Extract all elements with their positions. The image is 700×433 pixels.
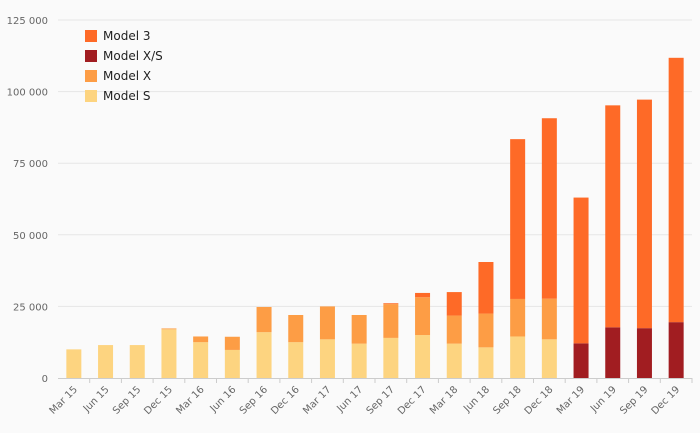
bar-segment — [446, 315, 462, 344]
bar-segment — [636, 99, 652, 329]
bar-segment — [224, 349, 240, 378]
legend: Model 3 Model X/S Model X Model S — [85, 29, 163, 103]
y-tick-label: 100 000 — [7, 88, 48, 99]
bar-segment — [351, 343, 367, 378]
bar-segment — [98, 345, 114, 378]
bar-segment — [415, 335, 431, 378]
legend-swatch — [85, 90, 97, 102]
bar-segment — [256, 332, 272, 378]
y-tick-label: 75 000 — [13, 159, 48, 170]
bar-segment — [541, 298, 557, 340]
bar-segment — [478, 347, 494, 378]
bar-segment — [224, 336, 240, 350]
bar-segment — [288, 314, 304, 343]
bar-segment — [605, 327, 621, 378]
x-tick-label: Sep 18 — [491, 384, 523, 416]
x-tick-label: Dec 19 — [650, 384, 683, 417]
x-tick-label: Mar 16 — [174, 384, 206, 416]
bar-segment — [668, 57, 684, 323]
x-tick-label: Jun 17 — [334, 384, 365, 415]
bar-segment — [383, 303, 399, 305]
bar-segment — [668, 322, 684, 378]
x-tick-label: Mar 18 — [428, 384, 460, 416]
bar-segment — [415, 297, 431, 336]
x-tick-label: Mar 17 — [301, 384, 333, 416]
bar-segment — [510, 336, 526, 378]
x-tick-label: Dec 16 — [269, 384, 302, 417]
x-tick-label: Sep 17 — [365, 384, 397, 416]
bar-segment — [510, 139, 526, 299]
legend-swatch — [85, 30, 97, 42]
x-tick-label: Sep 19 — [618, 384, 650, 416]
x-tick-label: Sep 15 — [111, 384, 143, 416]
bar-segment — [193, 342, 209, 378]
bar-segment — [478, 262, 494, 314]
bar-segment — [510, 298, 526, 337]
legend-label: Model S — [103, 89, 150, 103]
bar-segment — [161, 329, 177, 378]
bar-segment — [636, 328, 652, 378]
bar-segment — [541, 118, 557, 299]
bar-segment — [351, 314, 367, 344]
bar-segment — [605, 105, 621, 328]
bar-segment — [415, 292, 431, 298]
bar-segment — [573, 343, 589, 378]
bar-segment — [129, 345, 145, 378]
bar-segment — [383, 337, 399, 378]
x-tick-label: Dec 15 — [142, 384, 175, 417]
x-tick-label: Sep 16 — [238, 384, 270, 416]
bar-segment — [478, 313, 494, 348]
legend-label: Model X/S — [103, 49, 163, 63]
bar-segment — [383, 304, 399, 338]
x-tick-label: Jun 19 — [588, 384, 619, 415]
x-tick-label: Mar 19 — [555, 384, 587, 416]
bar-segment — [161, 328, 177, 330]
legend-label: Model 3 — [103, 29, 150, 43]
bar-segment — [446, 292, 462, 316]
y-tick-label: 125 000 — [7, 16, 48, 27]
bar-segment — [446, 343, 462, 378]
x-tick-label: Jun 15 — [81, 384, 112, 415]
bar-segment — [541, 339, 557, 378]
y-tick-label: 25 000 — [13, 302, 48, 313]
bar-segment — [319, 339, 335, 378]
bar-segment — [573, 197, 589, 344]
x-tick-label: Jun 16 — [208, 384, 239, 415]
bar-segment — [66, 349, 82, 378]
bar-segment — [288, 342, 304, 378]
x-tick-label: Dec 17 — [396, 384, 429, 417]
y-tick-label: 0 — [42, 374, 48, 385]
y-tick-label: 50 000 — [13, 231, 48, 242]
bars — [66, 57, 684, 378]
legend-swatch — [85, 70, 97, 82]
bar-segment — [319, 306, 335, 340]
bar-segment — [256, 306, 272, 333]
legend-label: Model X — [103, 69, 151, 83]
bar-segment — [193, 336, 209, 343]
x-tick-label: Jun 18 — [461, 384, 492, 415]
legend-swatch — [85, 50, 97, 62]
x-tick-label: Mar 15 — [48, 384, 80, 416]
x-tick-label: Dec 18 — [523, 384, 556, 417]
